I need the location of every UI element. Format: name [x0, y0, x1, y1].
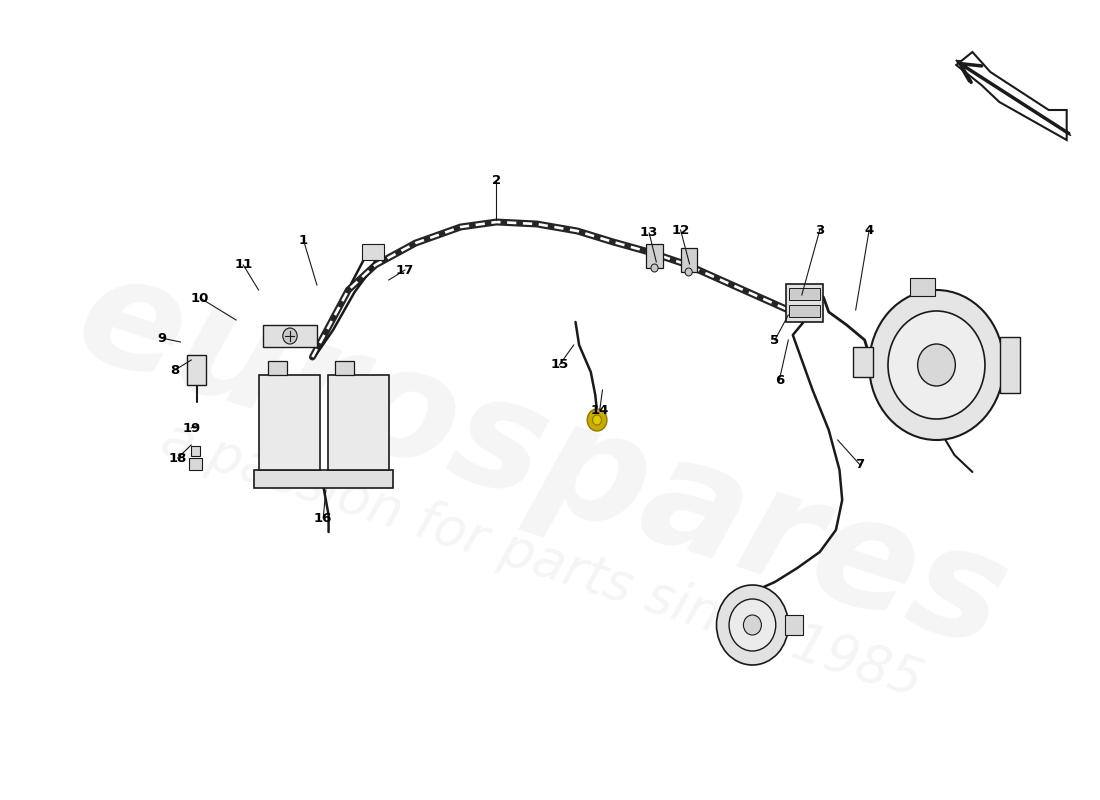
Bar — [647, 244, 662, 268]
Circle shape — [888, 311, 984, 419]
Bar — [187, 355, 207, 385]
Bar — [263, 325, 317, 347]
Text: 15: 15 — [550, 358, 569, 371]
Bar — [328, 375, 388, 470]
Text: 2: 2 — [492, 174, 502, 186]
Bar — [267, 361, 287, 375]
Circle shape — [651, 264, 658, 272]
Text: 18: 18 — [168, 451, 187, 465]
Circle shape — [593, 415, 602, 425]
Circle shape — [685, 268, 692, 276]
Bar — [789, 288, 820, 300]
Bar — [910, 278, 935, 296]
Bar — [258, 375, 320, 470]
Circle shape — [917, 344, 955, 386]
Bar — [789, 305, 820, 317]
Text: 7: 7 — [856, 458, 865, 471]
Bar — [852, 347, 872, 377]
Bar — [189, 458, 202, 470]
Circle shape — [744, 615, 761, 635]
Circle shape — [283, 328, 297, 344]
Text: 11: 11 — [234, 258, 252, 271]
Text: 1: 1 — [299, 234, 308, 246]
Text: 4: 4 — [865, 223, 873, 237]
Text: 6: 6 — [774, 374, 784, 386]
Text: 13: 13 — [640, 226, 658, 239]
Text: 3: 3 — [815, 223, 824, 237]
Bar — [362, 244, 384, 260]
Bar — [254, 470, 393, 488]
Circle shape — [587, 409, 607, 431]
Text: eurospares: eurospares — [59, 240, 1024, 680]
Text: 5: 5 — [770, 334, 780, 346]
Circle shape — [716, 585, 789, 665]
Bar — [334, 361, 354, 375]
Text: 19: 19 — [183, 422, 200, 434]
Circle shape — [729, 599, 776, 651]
Bar — [784, 615, 803, 635]
Text: 8: 8 — [170, 363, 179, 377]
Bar — [191, 446, 200, 456]
Text: 17: 17 — [396, 263, 414, 277]
Circle shape — [869, 290, 1004, 440]
Text: 12: 12 — [671, 223, 690, 237]
Bar — [681, 248, 696, 272]
Text: 16: 16 — [314, 511, 332, 525]
Text: a passion for parts since 1985: a passion for parts since 1985 — [154, 412, 928, 708]
Polygon shape — [956, 52, 1067, 140]
Text: 14: 14 — [591, 403, 609, 417]
Text: 10: 10 — [191, 291, 209, 305]
Bar — [785, 284, 823, 322]
Text: 9: 9 — [157, 331, 166, 345]
Bar — [1000, 337, 1020, 393]
